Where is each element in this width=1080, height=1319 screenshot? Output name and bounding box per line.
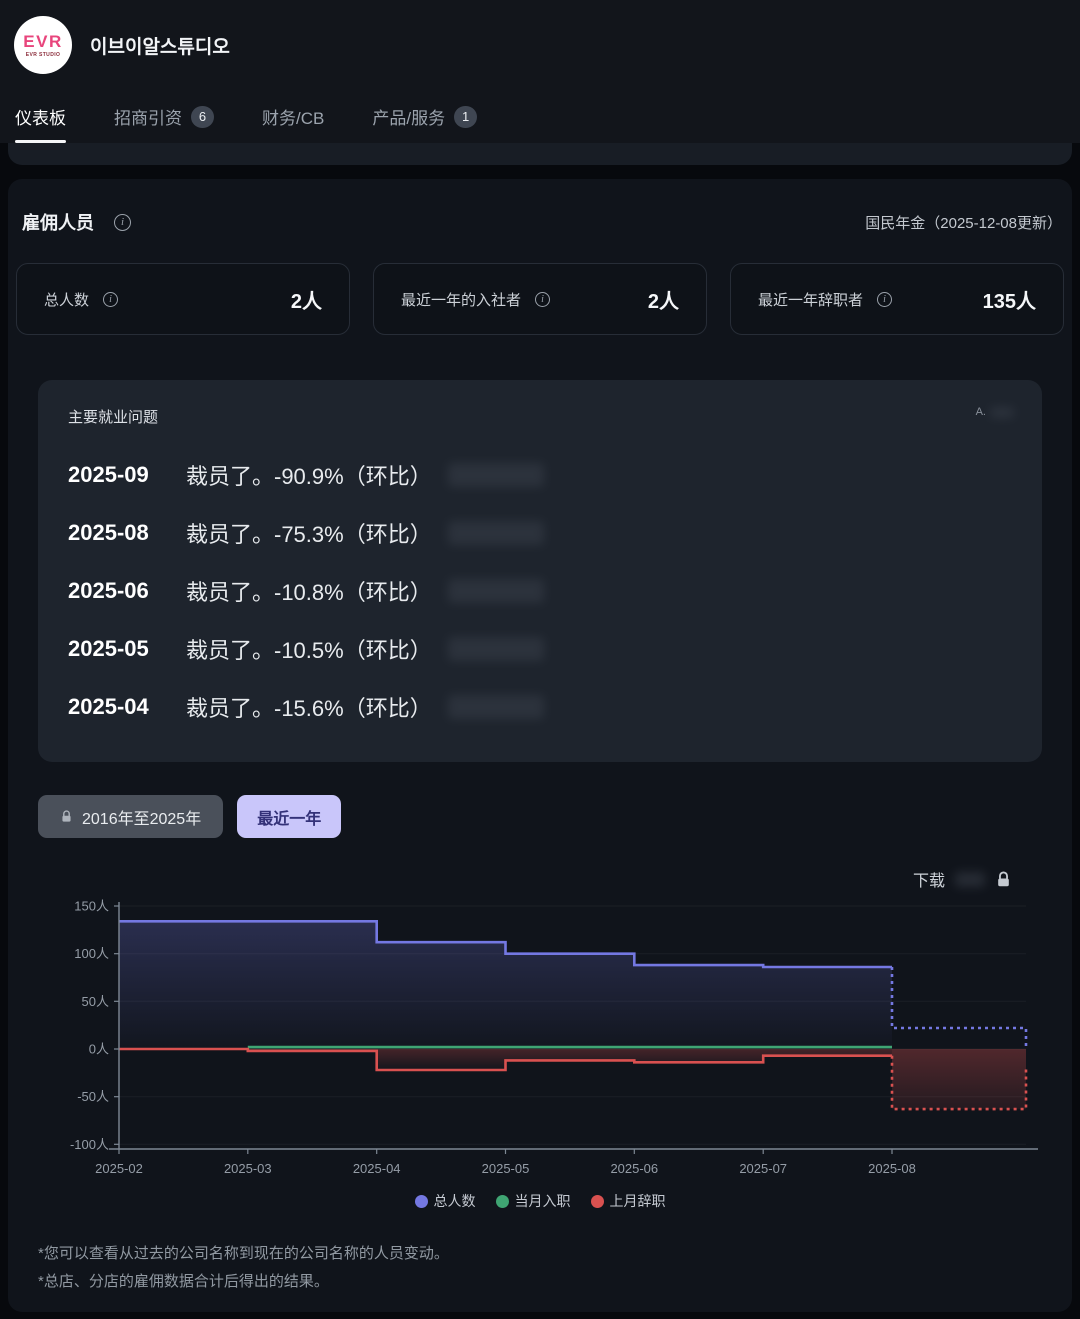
stat-value: 2人 (290, 290, 322, 313)
info-icon[interactable] (535, 291, 551, 307)
svg-text:2025-06: 2025-06 (610, 1161, 658, 1176)
issue-row: 2025-08 裁员了。-75.3%（环比） (68, 504, 1014, 562)
issue-date: 2025-05 (68, 636, 149, 661)
tab-products-services[interactable]: 产品/服务 1 (372, 90, 478, 143)
issue-date: 2025-08 (68, 520, 149, 545)
issue-row: 2025-06 裁员了。-10.8%（环比） (68, 562, 1014, 620)
tab-label: 仪表板 (15, 109, 66, 128)
company-name: 이브이알스튜디오 (90, 36, 230, 58)
footnote-line: *总店、分店的雇佣数据合计后得出的结果。 (38, 1273, 329, 1290)
info-icon[interactable] (877, 291, 893, 307)
issue-text: 裁员了。-15.6%（环比） (186, 696, 432, 721)
redacted-text (447, 637, 544, 661)
svg-text:150人: 150人 (74, 899, 109, 914)
section-title: 雇佣人员 (22, 213, 94, 233)
stat-value: 2人 (647, 290, 679, 313)
tab-label: 产品/服务 (372, 109, 446, 128)
svg-text:2025-08: 2025-08 (868, 1161, 916, 1176)
svg-text:2025-07: 2025-07 (739, 1161, 787, 1176)
logo-subtext: EVR STUDIO (25, 51, 61, 58)
download-button[interactable]: 下载 (912, 873, 945, 890)
svg-text:-50人: -50人 (77, 1089, 109, 1104)
employment-issues-panel: 主要就业问题 A. 2025-09 裁员了。-90.9%（环比） 2025-08… (38, 380, 1042, 762)
info-icon[interactable] (114, 213, 131, 231)
employment-chart-block: 下载 150人 100人 50人 0人 -50人 -100人 2025-02 2025-03 2… (8, 866, 1072, 1214)
tab-investment[interactable]: 招商引资 6 (114, 90, 214, 143)
employment-chart[interactable]: 150人 100人 50人 0人 -50人 -100人 2025-02 2025-03 2025… (60, 894, 1040, 1186)
stat-card-hires-last-year: 最近一年的入社者 2人 (373, 263, 707, 335)
legend-dot (590, 1194, 604, 1208)
redacted-text (990, 406, 1014, 418)
issue-row: 2025-04 裁员了。-15.6%（环比） (68, 678, 1014, 736)
panel-title: 主要就业问题 (68, 409, 159, 426)
redacted-text (447, 579, 544, 603)
stat-cards-row: 总人数 2人 最近一年的入社者 2人 最近一年辞职者 135人 (16, 263, 1064, 335)
svg-text:50人: 50人 (82, 994, 109, 1009)
range-button-last-year[interactable]: 最近一年 (237, 795, 342, 838)
redacted-text (447, 463, 544, 487)
tab-finance-cb[interactable]: 财务/CB (262, 90, 324, 143)
issue-text: 裁员了。-75.3%（环比） (186, 522, 432, 547)
company-logo[interactable]: EVR EVR STUDIO (14, 16, 72, 74)
footnotes: *您可以查看从过去的公司名称到现在的公司名称的人员变动。 *总店、分店的雇佣数据… (38, 1240, 1042, 1296)
employment-section-card: 雇佣人员 国民年金（2025-12-08更新） 总人数 2人 最近一年的入社者 … (8, 179, 1072, 1312)
legend-item-hired[interactable]: 当月入职 (495, 1191, 571, 1211)
data-source-note: 国民年金（2025-12-08更新） (865, 214, 1062, 232)
tab-dashboard[interactable]: 仪表板 (15, 90, 66, 143)
legend-item-resigned[interactable]: 上月辞职 (590, 1191, 666, 1211)
svg-text:0人: 0人 (89, 1042, 109, 1057)
issue-date: 2025-06 (68, 578, 149, 603)
svg-text:-100人: -100人 (70, 1137, 109, 1152)
svg-text:2025-05: 2025-05 (482, 1161, 530, 1176)
issue-text: 裁员了。-90.9%（环比） (186, 464, 432, 489)
legend-dot (495, 1194, 509, 1208)
footnote-line: *您可以查看从过去的公司名称到现在的公司名称的人员变动。 (38, 1245, 449, 1262)
logo-text: EVR (23, 31, 63, 51)
chart-legend: 总人数 当月入职 上月辞职 (8, 1188, 1072, 1214)
stat-label: 最近一年辞职者 (758, 291, 864, 309)
stat-label: 总人数 (44, 291, 90, 309)
tab-label: 招商引资 (114, 109, 182, 128)
tab-count-badge: 1 (454, 105, 478, 128)
legend-item-total[interactable]: 总人数 (414, 1191, 476, 1211)
redacted-text (447, 695, 544, 719)
tab-bar: 仪表板 招商引资 6 财务/CB 产品/服务 1 (0, 90, 1080, 143)
tab-count-badge: 6 (191, 105, 214, 128)
svg-text:2025-03: 2025-03 (224, 1161, 272, 1176)
legend-dot (414, 1194, 428, 1208)
issue-date: 2025-04 (68, 694, 149, 719)
range-button-label: 2016年至2025年 (82, 810, 202, 828)
svg-text:100人: 100人 (74, 946, 109, 961)
issue-text: 裁员了。-10.5%（环比） (186, 638, 432, 663)
issue-row: 2025-05 裁员了。-10.5%（环比） (68, 620, 1014, 678)
redacted-text (447, 521, 544, 545)
redacted-text (955, 871, 985, 887)
range-button-label: 最近一年 (257, 810, 322, 828)
svg-text:2025-02: 2025-02 (95, 1161, 143, 1176)
issue-date: 2025-09 (68, 462, 149, 487)
stat-card-total-headcount: 总人数 2人 (16, 263, 350, 335)
panel-corner-label: A. (976, 406, 1014, 418)
chart-range-toggle: 2016年至2025年 最近一年 (38, 795, 1042, 838)
info-icon[interactable] (103, 291, 119, 307)
stat-card-leavers-last-year: 最近一年辞职者 135人 (730, 263, 1064, 335)
stat-value: 135人 (982, 290, 1036, 313)
lock-icon[interactable] (995, 871, 1012, 888)
issue-row: 2025-09 裁员了。-90.9%（环比） (68, 446, 1014, 504)
svg-text:2025-04: 2025-04 (353, 1161, 401, 1176)
issue-text: 裁员了。-10.8%（环比） (186, 580, 432, 605)
scrolled-card-remnant (8, 143, 1072, 165)
stat-label: 最近一年的入社者 (401, 291, 522, 309)
range-button-all-years[interactable]: 2016年至2025年 (38, 795, 224, 838)
app-header: EVR EVR STUDIO 이브이알스튜디오 (0, 0, 1080, 90)
lock-icon (60, 810, 73, 823)
tab-label: 财务/CB (262, 109, 325, 128)
